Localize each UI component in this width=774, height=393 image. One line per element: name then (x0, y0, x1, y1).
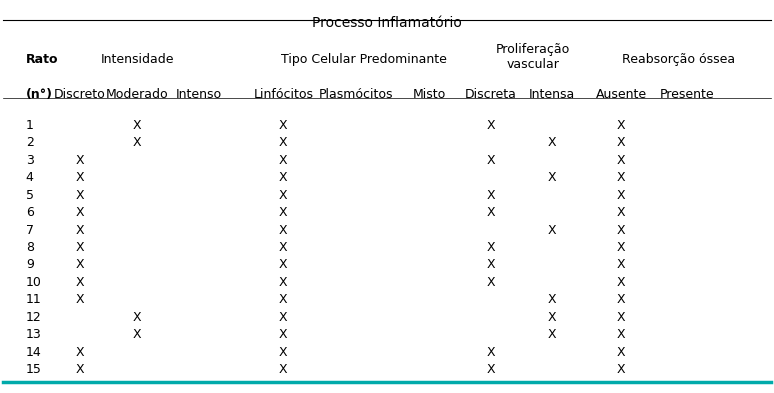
Text: X: X (279, 206, 288, 219)
Text: X: X (486, 119, 495, 132)
Text: Proliferação
vascular: Proliferação vascular (496, 44, 570, 72)
Text: X: X (617, 241, 625, 254)
Text: X: X (279, 276, 288, 289)
Text: Intenso: Intenso (176, 88, 222, 101)
Text: 10: 10 (26, 276, 42, 289)
Text: X: X (548, 224, 557, 237)
Text: X: X (617, 363, 625, 376)
Text: X: X (617, 293, 625, 307)
Text: X: X (617, 346, 625, 359)
Text: X: X (486, 189, 495, 202)
Text: Rato: Rato (26, 53, 58, 66)
Text: X: X (279, 154, 288, 167)
Text: Moderado: Moderado (106, 88, 169, 101)
Text: X: X (617, 171, 625, 184)
Text: Discreta: Discreta (465, 88, 517, 101)
Text: X: X (133, 328, 142, 341)
Text: 14: 14 (26, 346, 42, 359)
Text: X: X (486, 346, 495, 359)
Text: Ausente: Ausente (596, 88, 647, 101)
Text: X: X (486, 154, 495, 167)
Text: X: X (279, 311, 288, 324)
Text: X: X (133, 119, 142, 132)
Text: X: X (75, 241, 84, 254)
Text: X: X (617, 328, 625, 341)
Text: (n°): (n°) (26, 88, 53, 101)
Text: X: X (548, 328, 557, 341)
Text: X: X (486, 259, 495, 272)
Text: X: X (617, 259, 625, 272)
Text: X: X (133, 136, 142, 149)
Text: Presente: Presente (659, 88, 714, 101)
Text: X: X (617, 276, 625, 289)
Text: 7: 7 (26, 224, 34, 237)
Text: Discreto: Discreto (53, 88, 105, 101)
Text: 1: 1 (26, 119, 34, 132)
Text: Misto: Misto (413, 88, 446, 101)
Text: Processo Inflamatório: Processo Inflamatório (312, 17, 462, 30)
Text: X: X (486, 363, 495, 376)
Text: Linfócitos: Linfócitos (253, 88, 313, 101)
Text: 13: 13 (26, 328, 42, 341)
Text: X: X (617, 119, 625, 132)
Text: X: X (617, 224, 625, 237)
Text: X: X (75, 259, 84, 272)
Text: 11: 11 (26, 293, 42, 307)
Text: X: X (75, 171, 84, 184)
Text: X: X (548, 311, 557, 324)
Text: X: X (279, 171, 288, 184)
Text: X: X (133, 311, 142, 324)
Text: Reabsorção óssea: Reabsorção óssea (622, 53, 735, 66)
Text: X: X (75, 346, 84, 359)
Text: 6: 6 (26, 206, 34, 219)
Text: X: X (75, 224, 84, 237)
Text: X: X (548, 293, 557, 307)
Text: 9: 9 (26, 259, 34, 272)
Text: X: X (486, 206, 495, 219)
Text: Plasmócitos: Plasmócitos (319, 88, 393, 101)
Text: X: X (279, 293, 288, 307)
Text: X: X (617, 154, 625, 167)
Text: Intensidade: Intensidade (101, 53, 174, 66)
Text: X: X (75, 276, 84, 289)
Text: X: X (279, 259, 288, 272)
Text: 8: 8 (26, 241, 34, 254)
Text: Tipo Celular Predominante: Tipo Celular Predominante (281, 53, 447, 66)
Text: X: X (279, 328, 288, 341)
Text: X: X (279, 363, 288, 376)
Text: X: X (279, 241, 288, 254)
Text: 2: 2 (26, 136, 34, 149)
Text: X: X (548, 136, 557, 149)
Text: X: X (486, 276, 495, 289)
Text: 15: 15 (26, 363, 42, 376)
Text: X: X (75, 154, 84, 167)
Text: X: X (279, 136, 288, 149)
Text: 5: 5 (26, 189, 34, 202)
Text: Intensa: Intensa (529, 88, 575, 101)
Text: X: X (548, 171, 557, 184)
Text: X: X (75, 189, 84, 202)
Text: X: X (75, 206, 84, 219)
Text: 3: 3 (26, 154, 34, 167)
Text: X: X (279, 189, 288, 202)
Text: 12: 12 (26, 311, 42, 324)
Text: X: X (617, 311, 625, 324)
Text: 4: 4 (26, 171, 34, 184)
Text: X: X (75, 293, 84, 307)
Text: X: X (75, 363, 84, 376)
Text: X: X (279, 224, 288, 237)
Text: X: X (617, 136, 625, 149)
Text: X: X (617, 189, 625, 202)
Text: X: X (486, 241, 495, 254)
Text: X: X (279, 119, 288, 132)
Text: X: X (279, 346, 288, 359)
Text: X: X (617, 206, 625, 219)
